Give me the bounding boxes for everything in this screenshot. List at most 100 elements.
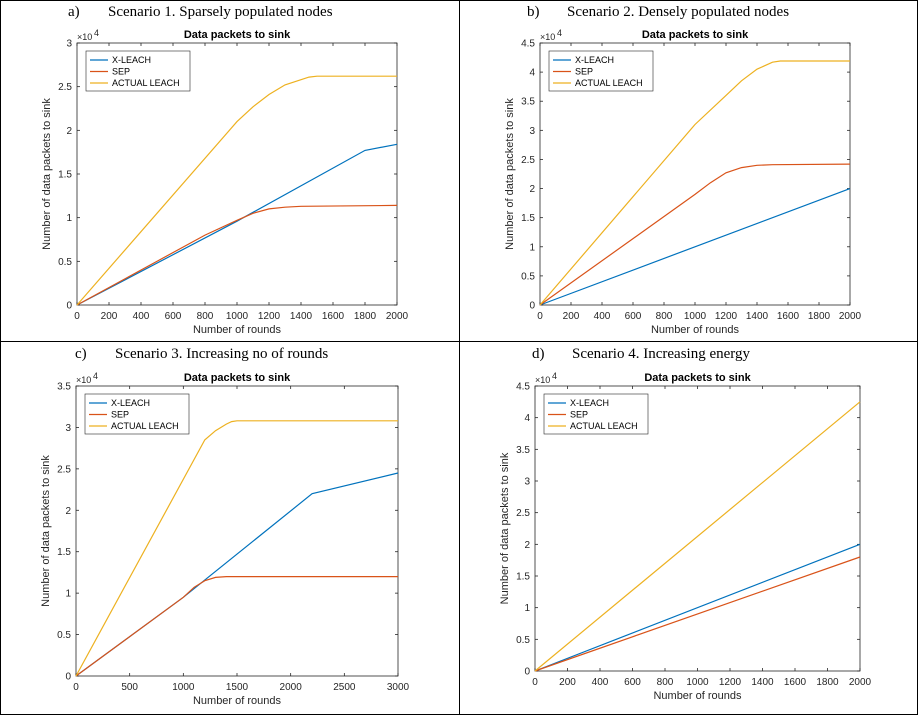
legend-entry: X-LEACH <box>111 398 150 408</box>
caption-text: Scenario 4. Increasing energy <box>572 346 750 362</box>
x-tick-label: 200 <box>563 311 580 322</box>
chart-title: Data packets to sink <box>184 29 291 41</box>
y-tick-label: 3.5 <box>516 445 530 456</box>
y-tick-label: 2 <box>529 184 535 195</box>
series-line-x-leach <box>76 143 398 306</box>
x-tick-label: 400 <box>133 311 150 322</box>
x-axis-label: Number of rounds <box>651 324 740 336</box>
x-tick-label: 200 <box>559 677 576 688</box>
x-tick-label: 2000 <box>849 677 872 688</box>
x-tick-label: 1000 <box>172 682 195 693</box>
x-tick-label: 600 <box>625 311 642 322</box>
legend-entry: ACTUAL LEACH <box>112 78 180 88</box>
x-tick-label: 1600 <box>322 311 345 322</box>
series-line-sep <box>534 556 861 672</box>
y-tick-label: 0 <box>65 672 71 683</box>
y-tick-label: 2.5 <box>521 155 535 166</box>
y-tick-label: 2 <box>65 506 71 517</box>
y-exponent-label: ×10 <box>540 32 555 42</box>
y-tick-label: 3 <box>65 423 71 434</box>
x-tick-label: 3000 <box>387 682 410 693</box>
y-exponent-label: ×10 <box>77 32 92 42</box>
y-tick-label: 0 <box>524 667 530 678</box>
x-tick-label: 1800 <box>354 311 377 322</box>
legend-entry: SEP <box>112 67 130 77</box>
plot-area <box>75 385 399 677</box>
y-tick-label: 2.5 <box>57 464 71 475</box>
x-tick-label: 1200 <box>258 311 281 322</box>
y-axis-label: Number of data packets to sink <box>504 98 516 250</box>
legend-entry: ACTUAL LEACH <box>111 421 179 431</box>
caption-letter: d) <box>532 346 545 362</box>
y-exponent-power: 4 <box>557 28 562 38</box>
x-tick-label: 1000 <box>686 677 709 688</box>
y-tick-label: 1.5 <box>58 170 72 181</box>
y-tick-label: 2.5 <box>58 82 72 93</box>
x-tick-label: 800 <box>657 677 674 688</box>
y-tick-label: 1.5 <box>516 572 530 583</box>
caption-c: c) Scenario 3. Increasing no of rounds <box>75 346 328 363</box>
chart-title: Data packets to sink <box>644 372 751 384</box>
caption-a: a) Scenario 1. Sparsely populated nodes <box>68 4 333 21</box>
caption-letter: a) <box>68 4 80 20</box>
y-tick-label: 3 <box>66 39 72 50</box>
x-tick-label: 0 <box>73 682 79 693</box>
x-tick-label: 1400 <box>290 311 313 322</box>
y-tick-label: 2 <box>66 126 72 137</box>
x-tick-label: 2000 <box>839 311 862 322</box>
caption-text: Scenario 1. Sparsely populated nodes <box>108 4 333 20</box>
x-tick-label: 1800 <box>808 311 831 322</box>
y-tick-label: 1 <box>524 603 530 614</box>
y-tick-label: 1.5 <box>521 213 535 224</box>
chart-2: 0 200 400 600 800 1000 1200 1400 1600 1800 2000 0 0.… <box>504 28 862 336</box>
x-tick-label: 1200 <box>719 677 742 688</box>
y-tick-label: 0.5 <box>57 630 71 641</box>
x-tick-label: 400 <box>592 677 609 688</box>
x-tick-label: 1000 <box>684 311 707 322</box>
y-exponent-power: 4 <box>94 28 99 38</box>
legend-entry: X-LEACH <box>112 55 151 65</box>
x-tick-label: 0 <box>537 311 543 322</box>
x-tick-label: 500 <box>121 682 138 693</box>
y-tick-label: 2 <box>524 540 530 551</box>
legend-entry: SEP <box>570 410 588 420</box>
x-tick-label: 600 <box>165 311 182 322</box>
y-tick-label: 4 <box>524 413 530 424</box>
series-line-sep <box>76 204 398 306</box>
x-tick-label: 1600 <box>777 311 800 322</box>
y-tick-label: 3 <box>524 477 530 488</box>
x-axis-label: Number of rounds <box>193 695 282 707</box>
y-tick-label: 1 <box>65 589 71 600</box>
y-tick-label: 0.5 <box>521 271 535 282</box>
y-tick-label: 3.5 <box>57 382 71 393</box>
x-tick-label: 1400 <box>751 677 774 688</box>
legend-entry: SEP <box>575 67 593 77</box>
chart-title: Data packets to sink <box>184 372 291 384</box>
series-line-sep <box>539 163 851 306</box>
series-line-x-leach <box>539 188 851 306</box>
y-exponent-power: 4 <box>93 371 98 381</box>
x-tick-label: 0 <box>532 677 538 688</box>
series-line-sep <box>75 575 398 677</box>
y-tick-label: 2.5 <box>516 508 530 519</box>
y-tick-label: 3 <box>529 126 535 137</box>
table-divider-horizontal <box>0 341 918 342</box>
series-line-actual-leach <box>76 75 397 306</box>
x-tick-label: 0 <box>74 311 80 322</box>
y-tick-label: 1.5 <box>57 547 71 558</box>
x-tick-label: 1400 <box>746 311 769 322</box>
x-tick-label: 1800 <box>816 677 839 688</box>
y-exponent-label: ×10 <box>535 375 550 385</box>
y-tick-label: 4.5 <box>516 382 530 393</box>
x-tick-label: 800 <box>656 311 673 322</box>
legend-box <box>84 393 190 435</box>
x-axis-label: Number of rounds <box>653 690 742 702</box>
chart-3: 0 500 1000 1500 2000 2500 3000 0 0.5 1 1.5 2 2.5 3 3.5… <box>40 371 410 707</box>
x-tick-label: 600 <box>624 677 641 688</box>
legend-entry: SEP <box>111 410 129 420</box>
x-tick-label: 1000 <box>226 311 249 322</box>
y-axis-label: Number of data packets to sink <box>40 455 52 607</box>
legend-entry: ACTUAL LEACH <box>570 421 638 431</box>
series-line-actual-leach <box>75 420 398 677</box>
chart-4: 0 200 400 600 800 1000 1200 1400 1600 1800 2000 0 0.… <box>499 371 872 702</box>
